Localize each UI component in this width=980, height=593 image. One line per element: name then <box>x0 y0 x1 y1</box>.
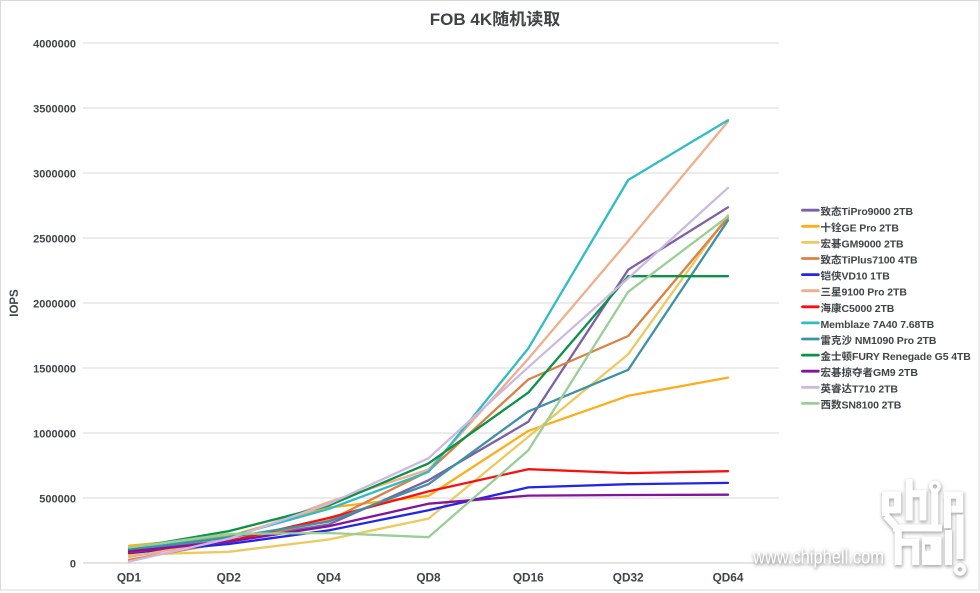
svg-text:QD2: QD2 <box>217 571 242 585</box>
svg-text:GM9000 2TB: GM9000 2TB <box>842 238 905 250</box>
svg-text:Memblaze 7A40 7.68TB: Memblaze 7A40 7.68TB <box>821 319 935 331</box>
svg-text:FOB 4K: FOB 4K <box>430 10 493 29</box>
svg-text:500000: 500000 <box>39 494 76 506</box>
svg-text:1500000: 1500000 <box>33 364 76 376</box>
svg-text:T710 2TB: T710 2TB <box>852 383 898 395</box>
svg-text:NM1090 Pro 2TB: NM1090 Pro 2TB <box>855 335 937 347</box>
svg-text:QD16: QD16 <box>513 571 544 585</box>
svg-text:4000000: 4000000 <box>33 39 76 51</box>
svg-text:QD1: QD1 <box>117 571 142 585</box>
svg-text:3500000: 3500000 <box>33 104 76 116</box>
svg-text:QD32: QD32 <box>613 571 644 585</box>
svg-text:2000000: 2000000 <box>33 299 76 311</box>
svg-text:www.chiphell.com: www.chiphell.com <box>752 547 884 569</box>
svg-text:9100 Pro 2TB: 9100 Pro 2TB <box>842 287 908 299</box>
svg-text:0: 0 <box>70 559 76 571</box>
svg-text:GM9 2TB: GM9 2TB <box>873 367 918 379</box>
svg-text:C5000 2TB: C5000 2TB <box>842 303 895 315</box>
svg-text:1000000: 1000000 <box>33 429 76 441</box>
svg-text:QD64: QD64 <box>713 571 744 585</box>
svg-text:TiPro9000 2TB: TiPro9000 2TB <box>842 206 914 218</box>
svg-text:TiPlus7100 4TB: TiPlus7100 4TB <box>842 255 919 267</box>
svg-text:FURY Renegade G5 4TB: FURY Renegade G5 4TB <box>852 351 971 363</box>
svg-text:QD4: QD4 <box>317 571 342 585</box>
svg-text:2500000: 2500000 <box>33 234 76 246</box>
svg-text:GE Pro 2TB: GE Pro 2TB <box>842 222 900 234</box>
svg-text:SN8100 2TB: SN8100 2TB <box>842 399 902 411</box>
svg-text:QD8: QD8 <box>416 571 441 585</box>
svg-text:IOPS: IOPS <box>9 289 21 317</box>
svg-text:3000000: 3000000 <box>33 169 76 181</box>
svg-text:VD10 1TB: VD10 1TB <box>842 271 891 283</box>
